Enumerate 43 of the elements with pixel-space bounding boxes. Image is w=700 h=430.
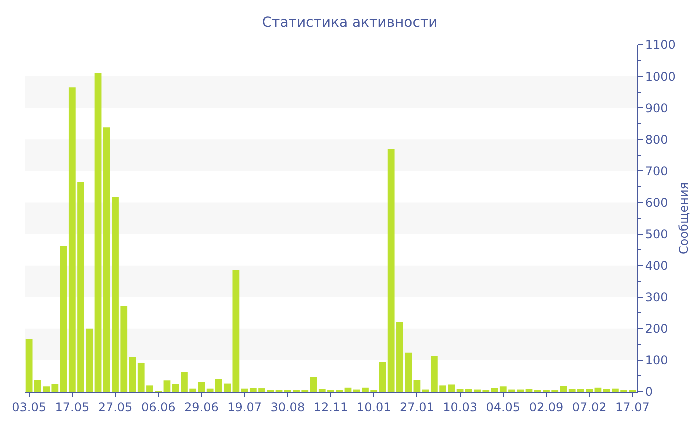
y2-tick-label: 500 — [645, 227, 668, 242]
bar — [456, 389, 464, 392]
y2-tick-label: 400 — [645, 259, 668, 274]
x-tick-label: 06.06 — [141, 400, 176, 414]
x-tick-label: 04.05 — [486, 400, 521, 414]
y2-tick-label: 700 — [645, 164, 668, 178]
bar — [344, 388, 352, 392]
bar — [310, 377, 318, 392]
y2-tick-label: 900 — [645, 101, 668, 116]
x-tick-label: 27.01 — [400, 400, 434, 414]
x-tick-label: 10.01 — [356, 400, 392, 414]
bar — [526, 389, 533, 392]
x-tick-label: 03.05 — [12, 400, 46, 414]
x-tick-label: 12.11 — [314, 400, 348, 414]
x-tick-label: 17.07 — [616, 400, 650, 414]
bar — [60, 246, 68, 392]
chart-title: Статистика активности — [262, 15, 438, 31]
y2-tick-label: 1100 — [645, 38, 676, 52]
bar — [379, 362, 386, 392]
y2-axis-title: Сообщения — [676, 182, 691, 255]
y2-tick-label: 300 — [645, 290, 668, 305]
bar — [198, 382, 206, 392]
bar — [129, 357, 136, 392]
y2-tick-label: 0 — [645, 385, 654, 400]
x-tick-label: 19.07 — [228, 400, 262, 414]
bar — [594, 388, 602, 392]
x-tick-label: 10.03 — [443, 400, 478, 414]
y2-tick-label: 100 — [645, 354, 668, 368]
x-tick-label: 02.09 — [529, 400, 564, 414]
x-tick-label: 17.05 — [55, 400, 90, 414]
bar — [164, 380, 171, 392]
y2-tick-label: 1000 — [645, 70, 676, 84]
x-tick-label: 29.06 — [184, 400, 219, 414]
bar — [414, 380, 421, 392]
x-tick-label: 30.08 — [270, 400, 306, 414]
y2-tick-label: 600 — [645, 196, 668, 210]
x-tick-label: 27.05 — [98, 400, 133, 414]
x-tick-label: 07.02 — [572, 400, 607, 414]
bar — [94, 73, 102, 392]
bar — [491, 388, 498, 392]
y2-tick-label: 800 — [645, 132, 668, 147]
y2-tick-label: 200 — [645, 322, 668, 336]
bar — [560, 386, 568, 392]
